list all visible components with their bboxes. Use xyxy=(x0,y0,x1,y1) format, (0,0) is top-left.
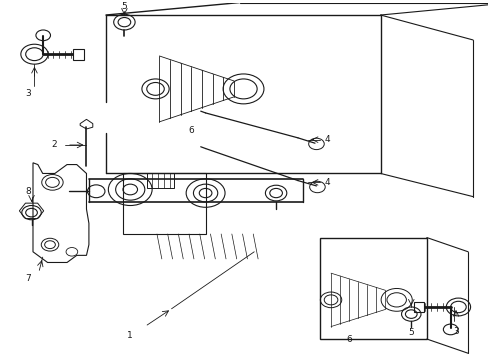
Text: 6: 6 xyxy=(346,334,351,343)
Text: 3: 3 xyxy=(452,327,458,336)
Text: 1: 1 xyxy=(127,331,133,340)
Text: 7: 7 xyxy=(25,274,31,283)
Text: 5: 5 xyxy=(122,2,127,11)
Bar xyxy=(73,49,84,59)
Bar xyxy=(319,238,426,339)
Text: 8: 8 xyxy=(25,188,31,197)
Text: 5: 5 xyxy=(407,328,413,337)
Text: 3: 3 xyxy=(25,89,31,98)
Text: 4: 4 xyxy=(324,135,329,144)
Bar xyxy=(147,174,174,188)
Bar xyxy=(413,302,424,312)
Text: 2: 2 xyxy=(51,140,57,149)
Text: 4: 4 xyxy=(324,178,329,187)
Text: 6: 6 xyxy=(188,126,194,135)
